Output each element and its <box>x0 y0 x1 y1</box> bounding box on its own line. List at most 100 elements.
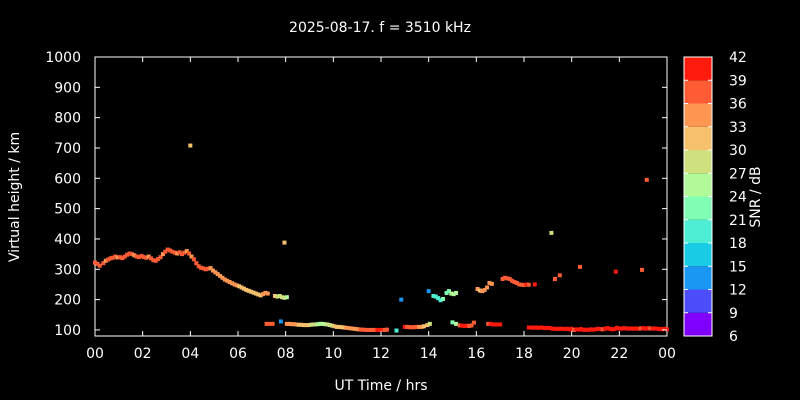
data-point <box>421 324 426 329</box>
data-point <box>308 322 313 327</box>
data-point <box>519 282 524 287</box>
data-point <box>650 326 655 331</box>
data-point <box>419 324 424 329</box>
data-point <box>163 249 168 254</box>
data-point <box>645 326 650 331</box>
data-point <box>287 321 292 326</box>
data-point <box>93 260 97 265</box>
colorbar-band <box>684 80 712 104</box>
data-point <box>199 265 204 270</box>
data-point <box>187 251 192 256</box>
x-tick-label: 20 <box>563 346 581 362</box>
data-point <box>480 289 485 294</box>
y-tick-label: 1000 <box>45 50 81 66</box>
data-point <box>655 326 660 331</box>
data-point <box>624 326 629 331</box>
x-tick-label: 14 <box>420 346 438 362</box>
data-point <box>526 282 531 287</box>
colorbar-tick-label: 12 <box>729 283 747 299</box>
data-point <box>110 255 115 260</box>
data-point <box>280 295 285 300</box>
data-point <box>363 327 368 332</box>
data-point <box>446 289 451 294</box>
data-point <box>514 280 519 285</box>
data-point <box>234 283 239 288</box>
data-point <box>349 326 354 331</box>
data-point <box>264 321 269 326</box>
data-point <box>342 325 347 330</box>
data-point <box>244 287 249 292</box>
data-point <box>588 327 593 332</box>
data-point <box>543 326 548 331</box>
data-point <box>493 322 498 327</box>
data-point <box>134 254 139 259</box>
data-point <box>370 327 375 332</box>
data-point <box>188 143 193 148</box>
data-point <box>552 326 557 331</box>
data-point <box>572 327 577 332</box>
data-point <box>330 323 335 328</box>
data-point <box>210 268 215 273</box>
data-point <box>115 255 120 260</box>
data-point <box>460 323 465 328</box>
data-point <box>272 293 277 298</box>
data-point <box>296 322 301 327</box>
data-point <box>203 267 208 272</box>
data-point <box>425 323 430 328</box>
colorbar-tick-label: 15 <box>729 259 747 275</box>
data-point <box>626 326 631 331</box>
data-point <box>237 284 242 289</box>
data-point <box>337 324 342 329</box>
data-point <box>325 322 330 327</box>
data-point <box>301 323 306 328</box>
data-point <box>562 327 567 332</box>
data-point <box>253 291 258 296</box>
data-point <box>375 327 380 332</box>
data-point <box>165 247 170 252</box>
data-point <box>581 327 586 332</box>
data-point <box>569 326 574 331</box>
data-point <box>498 322 503 327</box>
data-point <box>177 250 182 255</box>
data-point <box>292 322 297 327</box>
data-point <box>531 325 536 330</box>
data-point <box>284 295 289 300</box>
colorbar-band <box>684 57 712 81</box>
data-point <box>467 323 472 328</box>
data-point <box>438 298 443 303</box>
colorbar-tick-label: 9 <box>729 306 738 322</box>
data-point <box>538 325 543 330</box>
colorbar-tick-label: 42 <box>729 50 747 66</box>
colorbar-tick-label: 21 <box>729 213 747 229</box>
data-point <box>299 322 304 327</box>
data-point <box>451 292 456 297</box>
colorbar-tick-label: 6 <box>729 329 738 345</box>
data-point <box>436 296 441 301</box>
data-point <box>184 249 189 254</box>
data-point <box>536 325 541 330</box>
data-point <box>591 327 596 332</box>
data-point <box>282 240 287 245</box>
data-point <box>610 327 615 332</box>
data-point <box>361 327 366 332</box>
data-point <box>225 278 230 283</box>
data-point <box>215 272 220 277</box>
colorbar-tick-label: 33 <box>729 120 747 136</box>
data-point <box>653 326 658 331</box>
data-point <box>644 177 649 182</box>
x-tick-label: 04 <box>181 346 199 362</box>
data-point <box>502 275 507 280</box>
data-point <box>170 249 175 254</box>
y-tick-label: 400 <box>54 232 81 248</box>
colorbar-band <box>684 289 712 313</box>
data-point <box>449 291 454 296</box>
data-point <box>101 261 106 266</box>
data-point <box>394 328 399 333</box>
data-point <box>639 267 644 272</box>
data-point <box>471 320 476 325</box>
data-point <box>196 264 201 269</box>
x-tick-label: 18 <box>515 346 533 362</box>
data-point <box>227 280 232 285</box>
y-tick-label: 300 <box>54 262 81 278</box>
